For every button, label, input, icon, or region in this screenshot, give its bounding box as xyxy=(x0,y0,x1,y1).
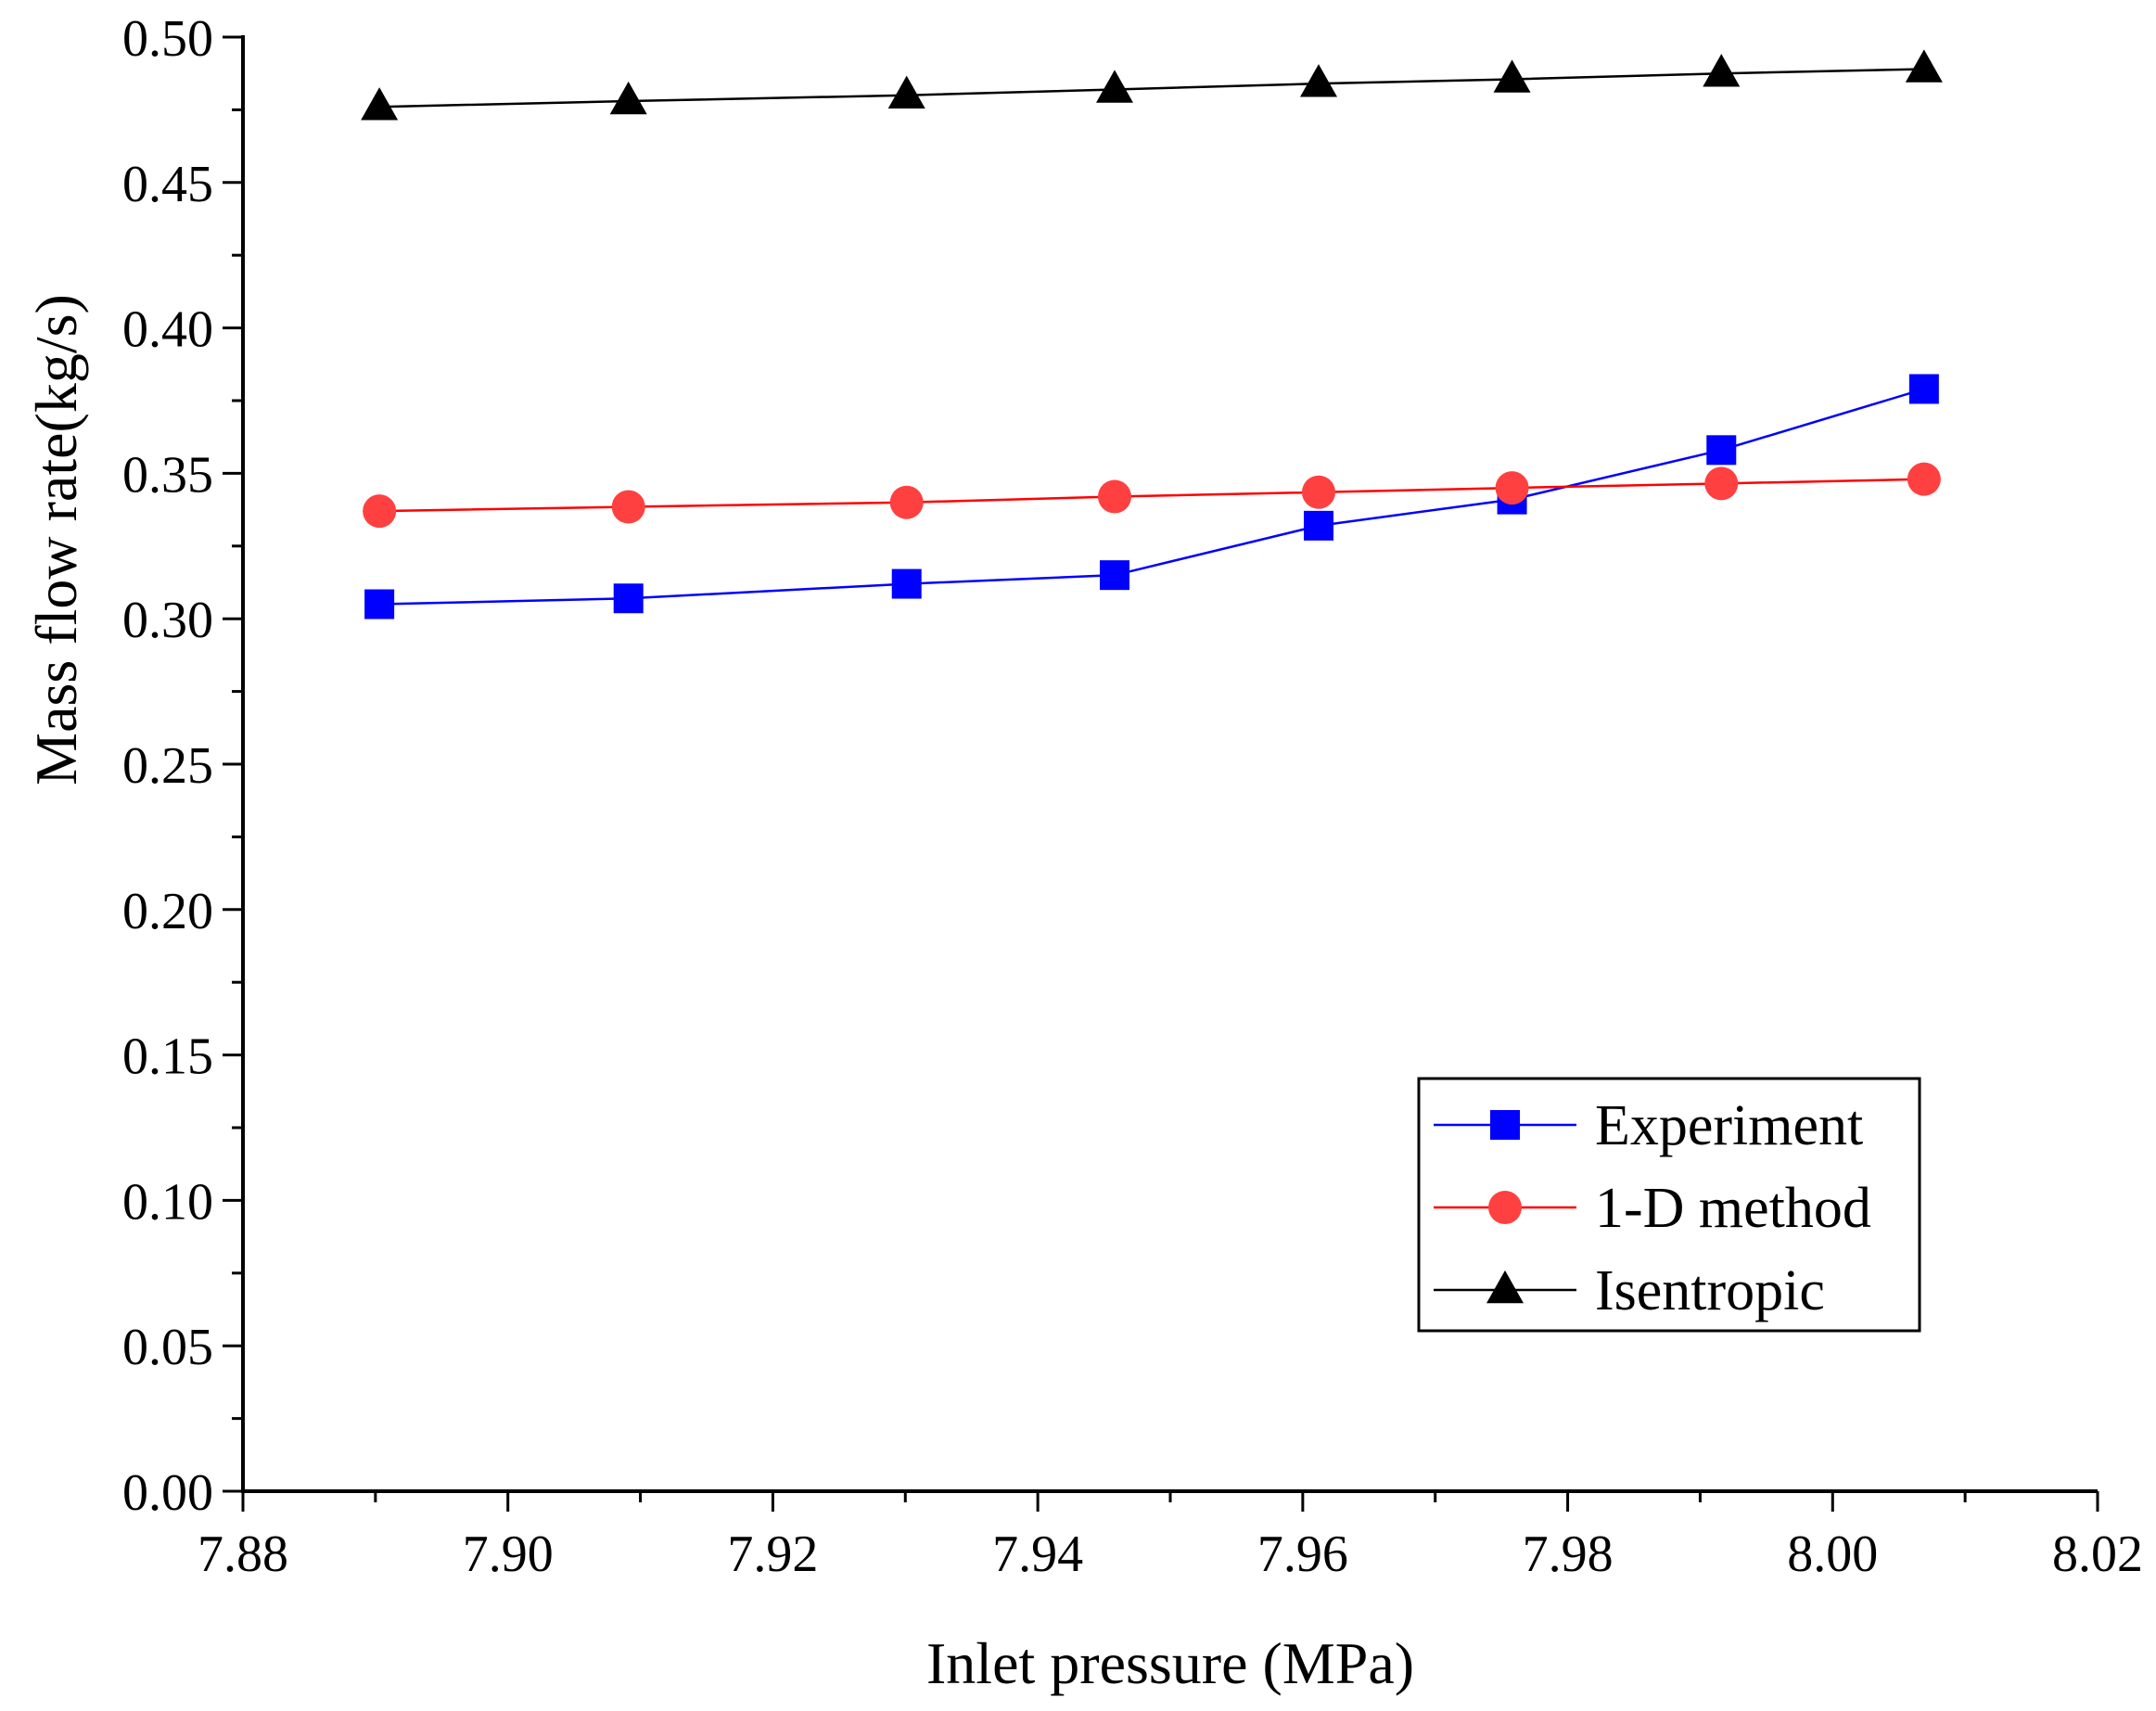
x-axis-title: Inlet pressure (MPa) xyxy=(926,1630,1414,1696)
x-tick-label: 7.98 xyxy=(1523,1526,1614,1583)
legend-item: Isentropic xyxy=(1434,1259,1825,1322)
x-tick-label: 7.94 xyxy=(992,1526,1083,1583)
y-tick-label: 0.40 xyxy=(122,301,213,359)
y-tick-label: 0.45 xyxy=(122,156,213,213)
data-point xyxy=(1493,59,1531,93)
data-point xyxy=(363,494,397,529)
y-tick-label: 0.50 xyxy=(122,10,213,68)
legend-label: 1-D method xyxy=(1595,1177,1871,1240)
legend-item: Experiment xyxy=(1434,1094,1863,1157)
y-tick-label: 0.10 xyxy=(122,1173,213,1231)
plot-area xyxy=(361,49,1943,619)
data-point xyxy=(1100,560,1129,591)
data-point xyxy=(1495,471,1529,505)
x-tick-label: 8.00 xyxy=(1787,1526,1878,1583)
legend-marker xyxy=(1488,1191,1522,1224)
y-tick-label: 0.35 xyxy=(122,446,213,504)
y-tick-label: 0.25 xyxy=(122,737,213,795)
data-point xyxy=(1907,462,1941,496)
legend-label: Isentropic xyxy=(1595,1259,1825,1322)
data-point xyxy=(1706,435,1737,466)
data-point xyxy=(364,589,395,619)
series-line xyxy=(379,388,1925,606)
series-line xyxy=(379,68,1924,109)
data-point xyxy=(611,490,645,524)
data-point xyxy=(1098,479,1131,514)
data-point xyxy=(891,568,922,599)
series-line xyxy=(379,478,1924,513)
data-point xyxy=(1302,475,1335,509)
y-tick-label: 0.15 xyxy=(122,1028,213,1086)
data-point xyxy=(1304,510,1333,541)
data-point xyxy=(613,583,644,614)
y-tick-label: 0.05 xyxy=(122,1319,213,1376)
y-axis-title: Mass flow rate(kg/s) xyxy=(23,294,89,785)
legend-marker xyxy=(1486,1270,1524,1304)
legend: Experiment 1-D method Isentropic xyxy=(1417,1077,1921,1333)
data-point xyxy=(1300,64,1337,97)
y-tick-label: 0.20 xyxy=(122,883,213,940)
data-point xyxy=(1704,466,1739,501)
data-point xyxy=(1908,374,1939,404)
data-point xyxy=(887,75,925,109)
x-tick-label: 8.02 xyxy=(2052,1526,2143,1583)
data-point xyxy=(361,87,399,121)
y-tick-label: 0.30 xyxy=(122,592,213,649)
legend-label: Experiment xyxy=(1595,1094,1863,1157)
legend-marker xyxy=(1490,1110,1520,1140)
axes: 0.00 0.05 0.10 0.15 0.20 0.25 0.30 0.35 0.40 0.45… xyxy=(122,10,2143,1583)
data-point xyxy=(1096,70,1133,103)
x-tick-label: 7.92 xyxy=(727,1526,818,1583)
x-tick-label: 7.96 xyxy=(1257,1526,1348,1583)
x-tick-label: 7.90 xyxy=(463,1526,554,1583)
y-tick-label: 0.00 xyxy=(122,1464,213,1522)
series-isentropic xyxy=(361,49,1943,121)
legend-item: 1-D method xyxy=(1434,1177,1871,1240)
data-point xyxy=(1905,49,1943,83)
x-tick-label: 7.88 xyxy=(198,1526,288,1583)
data-point xyxy=(1703,54,1741,87)
series-1-d-method xyxy=(363,462,1941,529)
data-point xyxy=(889,485,924,519)
data-point xyxy=(609,81,647,115)
